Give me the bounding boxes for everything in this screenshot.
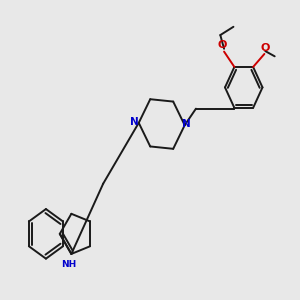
Text: N: N xyxy=(182,119,190,129)
Text: NH: NH xyxy=(61,260,76,269)
Text: N: N xyxy=(130,117,138,127)
Text: O: O xyxy=(218,40,227,50)
Text: O: O xyxy=(261,43,270,53)
